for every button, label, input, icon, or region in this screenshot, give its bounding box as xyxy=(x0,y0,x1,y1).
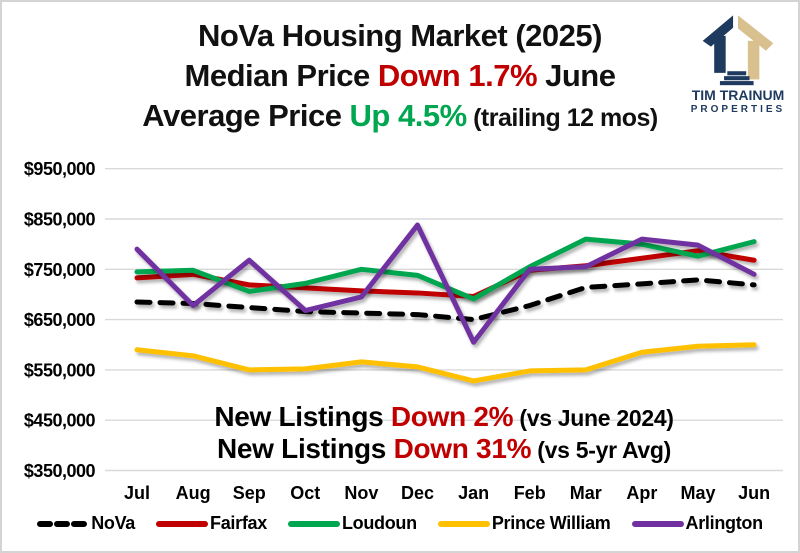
title-median-prefix: Median Price xyxy=(184,58,378,93)
x-axis-tick-label: Sep xyxy=(233,483,266,503)
legend-item-arlington: Arlington xyxy=(631,513,764,534)
y-axis-tick-label: $550,000 xyxy=(24,360,96,380)
legend-item-prince-william: Prince William xyxy=(437,513,611,534)
legend-swatch-prince-william xyxy=(437,520,490,527)
chart-legend: NoVa Fairfax Loudoun Prince William Arlingto… xyxy=(2,513,798,534)
gridline-layer xyxy=(105,167,783,472)
annotation-text: New Listings Down 2% (vs June 2024) xyxy=(214,401,673,432)
title-median-highlight: Down 1.7% xyxy=(377,58,538,93)
legend-label: Loudoun xyxy=(341,513,417,533)
title-line-1: NoVa Housing Market (2025) xyxy=(2,16,798,56)
title-average-highlight: Up 4.5% xyxy=(349,98,468,133)
x-axis-tick-label: Mar xyxy=(570,483,602,503)
series-line-nova xyxy=(134,277,757,323)
legend-swatch-fairfax xyxy=(156,520,209,527)
y-axis-tick-label: $650,000 xyxy=(24,310,96,330)
x-axis-tick-label: Apr xyxy=(626,483,657,503)
series-layer xyxy=(134,222,757,384)
y-axis-tick-label: $350,000 xyxy=(24,461,96,481)
x-axis-tick-label: Oct xyxy=(290,483,320,503)
legend-swatch-nova xyxy=(37,520,90,527)
y-axis-tick-label: $450,000 xyxy=(24,411,96,431)
x-axis-tick-label: Jun xyxy=(738,483,770,503)
x-axis-tick-label: Aug xyxy=(176,483,211,503)
annotation-text: New Listings Down 31% (vs 5-yr Avg) xyxy=(217,433,671,464)
logo-subtitle: PROPERTIES xyxy=(690,104,786,115)
x-axis-tick-label: Nov xyxy=(344,483,378,503)
x-axis-tick-label: Feb xyxy=(514,483,546,503)
chart-title: NoVa Housing Market (2025) Median Price … xyxy=(2,16,798,138)
legend-item-nova: NoVa xyxy=(37,513,135,534)
legend-item-fairfax: Fairfax xyxy=(156,513,267,534)
title-median-suffix: June xyxy=(537,58,616,93)
y-axis-tick-label: $750,000 xyxy=(24,260,96,280)
legend-label: Fairfax xyxy=(210,513,267,533)
title-line-3: Average Price Up 4.5% (trailing 12 mos) xyxy=(2,96,798,138)
title-average-prefix: Average Price xyxy=(142,98,350,133)
series-line-arlington xyxy=(134,222,757,345)
y-axis-tick-label: $950,000 xyxy=(24,159,96,179)
house-logo-icon xyxy=(702,15,774,86)
legend-label: NoVa xyxy=(91,513,136,533)
logo: TIM TRAINUM PROPERTIES xyxy=(681,8,795,115)
title-average-suffix: (trailing 12 mos) xyxy=(466,104,658,132)
legend-label: Arlington xyxy=(685,513,764,533)
title-main-text: NoVa Housing Market (2025) xyxy=(198,18,602,53)
x-axis-tick-label: Jan xyxy=(458,483,489,503)
legend-label: Prince William xyxy=(491,513,611,533)
x-axis-tick-label: May xyxy=(680,483,715,503)
axis-label-layer: $950,000 $850,000 $750,000 $650,000 $550,000… xyxy=(24,159,770,503)
x-axis-tick-label: Dec xyxy=(401,483,434,503)
logo-name: TIM TRAINUM xyxy=(691,87,785,103)
title-line-2: Median Price Down 1.7% June xyxy=(2,56,798,96)
x-axis-tick-label: Jul xyxy=(124,483,150,503)
y-axis-tick-label: $850,000 xyxy=(24,210,96,230)
legend-item-loudoun: Loudoun xyxy=(287,513,417,534)
series-line-prince-william xyxy=(134,342,757,384)
series-line-fairfax xyxy=(134,248,757,299)
legend-swatch-arlington xyxy=(631,520,684,527)
annotation-layer: New Listings Down 2% (vs June 2024)New L… xyxy=(214,401,674,464)
legend-swatch-loudoun xyxy=(287,520,340,527)
